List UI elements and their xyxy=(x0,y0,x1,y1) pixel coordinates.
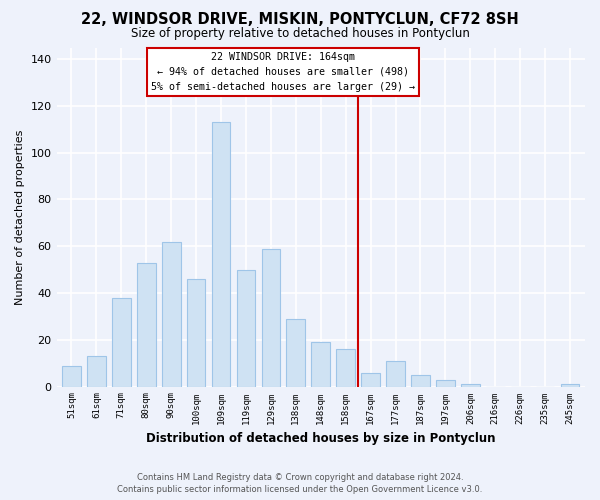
Bar xyxy=(311,342,330,386)
Bar xyxy=(137,262,155,386)
Text: 22 WINDSOR DRIVE: 164sqm
← 94% of detached houses are smaller (498)
5% of semi-d: 22 WINDSOR DRIVE: 164sqm ← 94% of detach… xyxy=(151,52,415,92)
Y-axis label: Number of detached properties: Number of detached properties xyxy=(15,130,25,304)
Bar xyxy=(361,372,380,386)
Bar xyxy=(436,380,455,386)
Bar xyxy=(236,270,256,386)
Bar xyxy=(262,248,280,386)
Text: Size of property relative to detached houses in Pontyclun: Size of property relative to detached ho… xyxy=(131,28,469,40)
Bar xyxy=(87,356,106,386)
Bar xyxy=(386,361,405,386)
Bar xyxy=(560,384,580,386)
X-axis label: Distribution of detached houses by size in Pontyclun: Distribution of detached houses by size … xyxy=(146,432,496,445)
Bar xyxy=(162,242,181,386)
Bar xyxy=(461,384,479,386)
Bar xyxy=(112,298,131,386)
Bar xyxy=(337,349,355,387)
Bar xyxy=(411,375,430,386)
Bar xyxy=(212,122,230,386)
Text: 22, WINDSOR DRIVE, MISKIN, PONTYCLUN, CF72 8SH: 22, WINDSOR DRIVE, MISKIN, PONTYCLUN, CF… xyxy=(81,12,519,28)
Bar xyxy=(286,318,305,386)
Text: Contains HM Land Registry data © Crown copyright and database right 2024.
Contai: Contains HM Land Registry data © Crown c… xyxy=(118,472,482,494)
Bar xyxy=(62,366,81,386)
Bar xyxy=(187,279,205,386)
